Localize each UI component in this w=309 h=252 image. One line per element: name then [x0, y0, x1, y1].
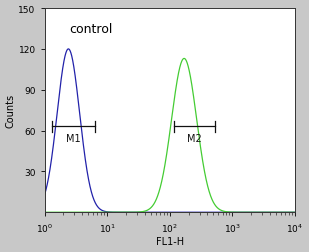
- X-axis label: FL1-H: FL1-H: [156, 237, 184, 246]
- Text: control: control: [70, 23, 113, 36]
- Text: M2: M2: [187, 134, 201, 144]
- Y-axis label: Counts: Counts: [6, 94, 15, 128]
- Text: M1: M1: [66, 134, 81, 144]
